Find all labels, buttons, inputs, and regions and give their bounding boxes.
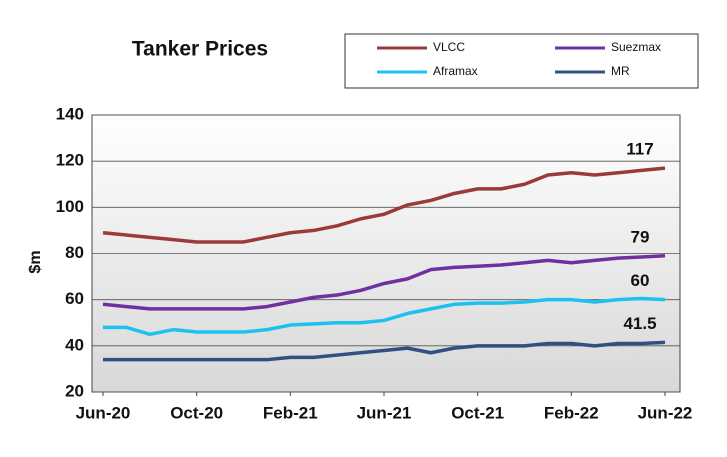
chart-title: Tanker Prices — [132, 38, 268, 61]
data-label: 79 — [631, 227, 650, 246]
x-tick-label: Feb-22 — [544, 403, 599, 422]
data-label: 60 — [631, 271, 650, 290]
legend-label: MR — [611, 64, 630, 78]
x-tick-label: Jun-21 — [357, 403, 412, 422]
series-line — [103, 296, 666, 337]
legend-box — [344, 33, 699, 89]
y-tick-label: 80 — [65, 243, 84, 262]
series-line — [102, 254, 666, 311]
data-label: 41.5 — [623, 314, 656, 333]
data-label: 117 — [626, 140, 653, 159]
x-tick-label: Jun-20 — [76, 403, 131, 422]
x-tick-label: Oct-21 — [451, 403, 504, 422]
series-line — [103, 340, 666, 362]
x-tick-label: Feb-21 — [263, 403, 318, 422]
y-tick-label: 20 — [65, 381, 84, 400]
y-tick-label: 60 — [65, 289, 84, 308]
series-line — [102, 166, 666, 244]
y-tick-label: 120 — [56, 151, 84, 170]
y-tick-label: 140 — [56, 104, 84, 123]
y-tick-label: 100 — [56, 197, 84, 216]
legend-label: Aframax — [433, 64, 478, 78]
legend-label: Suezmax — [611, 40, 661, 54]
x-tick-label: Oct-20 — [170, 403, 223, 422]
x-tick-label: Jun-22 — [638, 403, 693, 422]
y-axis-label: $m — [27, 250, 44, 273]
y-tick-label: 40 — [65, 335, 84, 354]
legend-label: VLCC — [433, 40, 465, 54]
